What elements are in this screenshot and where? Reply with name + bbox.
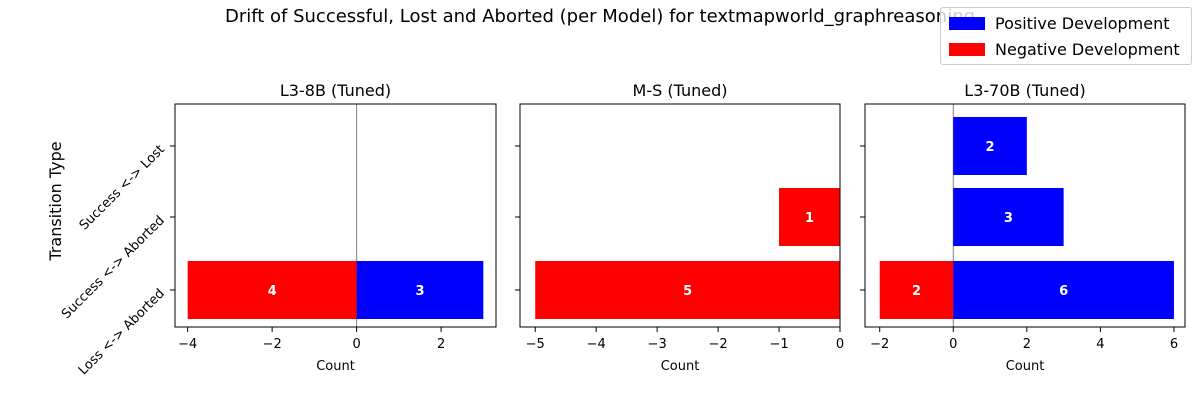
x-tick-label: −2	[709, 337, 728, 352]
bar-negative	[879, 261, 954, 319]
panel-title: L3-70B (Tuned)	[964, 81, 1085, 100]
panel-title: L3-8B (Tuned)	[280, 81, 391, 100]
y-axis-label: Transition Type	[46, 141, 65, 261]
x-tick-label: −1	[769, 337, 788, 352]
bar-label-positive: 3	[415, 284, 424, 299]
bar-negative	[535, 261, 840, 319]
bar-label-negative: 5	[683, 284, 692, 299]
x-tick-label: 2	[437, 337, 445, 352]
bar-label-positive: 2	[986, 140, 995, 155]
x-tick-label: 6	[1170, 337, 1178, 352]
legend-label-negative: Negative Development	[995, 39, 1180, 59]
bar-label-negative: 2	[912, 284, 921, 299]
legend-label-positive: Positive Development	[995, 13, 1170, 33]
x-tick-label: 0	[836, 337, 844, 352]
bar-negative	[187, 261, 357, 319]
panel-3: L3-70B (Tuned) 2 3 2 6 −2 0 2 4 6 Count	[860, 81, 1186, 374]
x-axis-label: Count	[661, 359, 700, 374]
x-tick-label: 0	[949, 337, 957, 352]
legend-swatch-positive	[949, 16, 985, 30]
bar-positive	[953, 188, 1064, 246]
panel-title: M-S (Tuned)	[633, 81, 728, 100]
x-tick-label: −4	[178, 337, 197, 352]
x-tick-label: −2	[263, 337, 282, 352]
x-tick-label: 4	[1096, 337, 1104, 352]
x-axis-label: Count	[1006, 359, 1045, 374]
legend-item-positive: Positive Development	[949, 12, 1169, 34]
bar-label-positive: 3	[1004, 211, 1013, 226]
panel-2: M-S (Tuned) 1 5 −5 −4 −3 −2 −1 0 Count	[515, 81, 844, 374]
bar-negative	[779, 188, 840, 246]
bar-label-positive: 6	[1059, 284, 1068, 299]
x-axis-label: Count	[316, 359, 355, 374]
bar-positive	[953, 117, 1027, 175]
x-tick-label: 2	[1023, 337, 1031, 352]
x-tick-label: −5	[526, 337, 545, 352]
chart-title: Drift of Successful, Lost and Aborted (p…	[225, 6, 975, 27]
x-tick-label: −4	[587, 337, 606, 352]
legend-item-negative: Negative Development	[949, 38, 1180, 60]
panel-frame	[174, 103, 497, 328]
bar-positive	[953, 261, 1174, 319]
bar-positive	[356, 261, 484, 319]
x-tick-label: 0	[352, 337, 360, 352]
legend: Positive Development Negative Developmen…	[940, 7, 1192, 65]
bar-label-negative: 4	[268, 284, 277, 299]
x-tick-label: −2	[870, 337, 889, 352]
panel-frame	[519, 103, 841, 328]
bar-label-negative: 1	[805, 211, 814, 226]
panel-frame	[864, 103, 1186, 328]
x-tick-label: −3	[648, 337, 667, 352]
legend-swatch-negative	[949, 42, 985, 56]
